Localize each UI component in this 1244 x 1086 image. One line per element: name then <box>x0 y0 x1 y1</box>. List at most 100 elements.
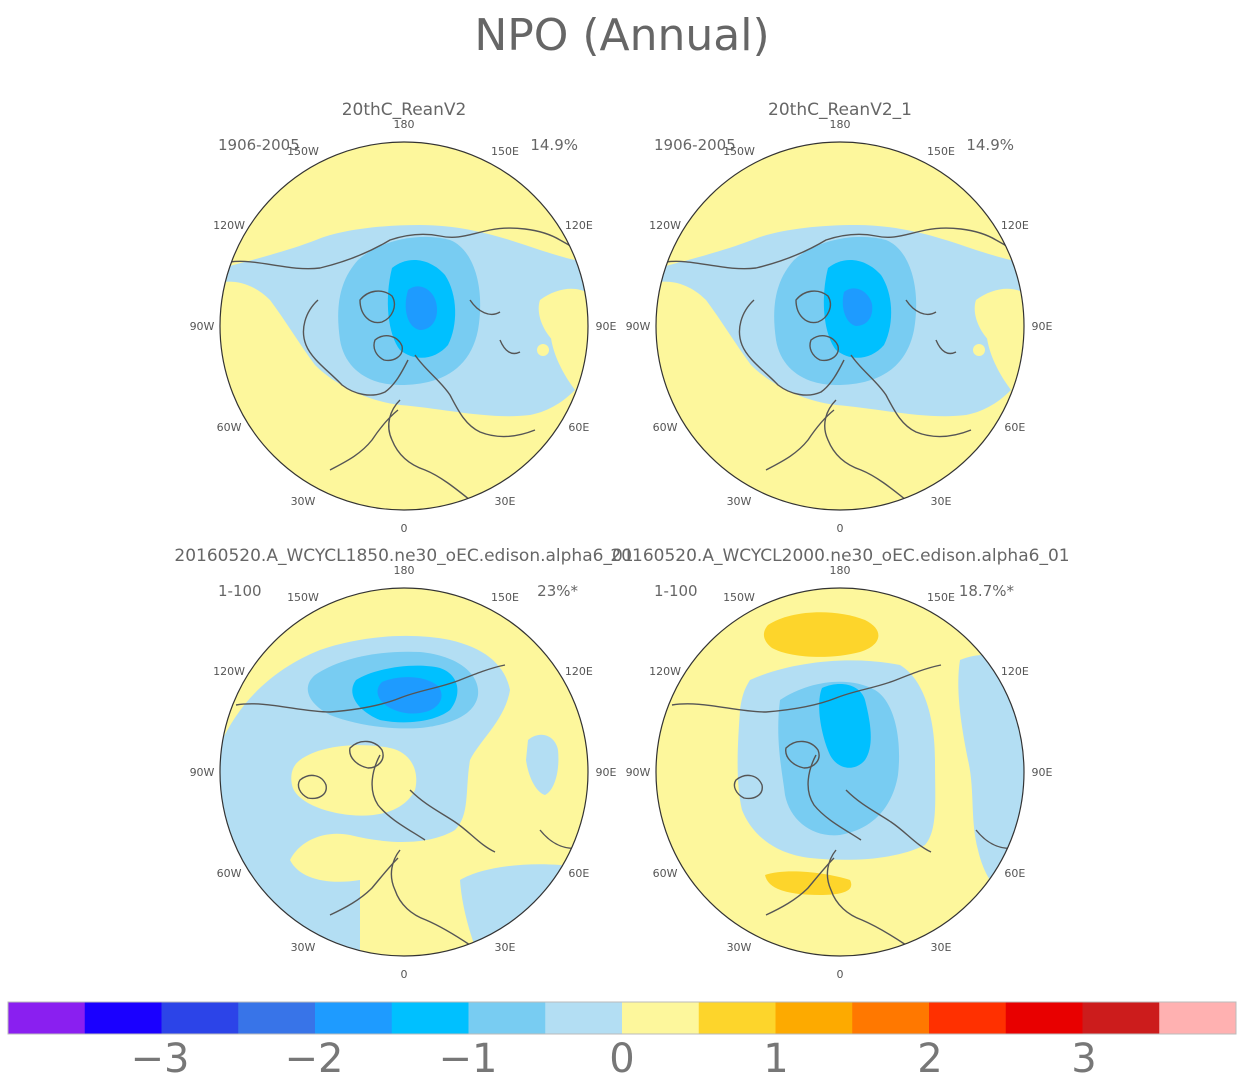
map-boundary <box>655 587 1025 957</box>
colorbar-swatch <box>1159 1002 1237 1034</box>
colorbar-border <box>7 1001 1237 1035</box>
longitude-label: 30W <box>727 495 752 508</box>
longitude-label: 60W <box>217 421 242 434</box>
longitude-label: 60E <box>568 421 589 434</box>
longitude-label: 120E <box>1001 219 1029 232</box>
panel-period: 1906-2005 <box>218 136 300 154</box>
longitude-label: 180 <box>830 118 851 131</box>
panel-variance: 14.9% <box>530 136 578 154</box>
longitude-label: 30W <box>727 941 752 954</box>
colorbar-swatch <box>852 1002 930 1034</box>
colorbar-swatch <box>238 1002 316 1034</box>
map-boundary <box>219 587 589 957</box>
coastlines <box>235 664 581 946</box>
longitude-label: 90W <box>190 320 215 333</box>
colorbar-swatch <box>391 1002 469 1034</box>
map-panel-4: 20160520.A_WCYCL2000.ne30_oEC.edison.alp… <box>610 546 1069 981</box>
longitude-label: 150E <box>491 591 519 604</box>
colorbar-swatch <box>8 1002 86 1034</box>
panel-title: 20thC_ReanV2 <box>342 100 467 120</box>
longitude-label: 30W <box>291 941 316 954</box>
colorbar-swatch <box>545 1002 623 1034</box>
longitude-label: 0 <box>401 522 408 535</box>
longitude-label: 60W <box>217 867 242 880</box>
contour-pos-1 <box>765 871 852 895</box>
longitude-label: 120E <box>565 219 593 232</box>
longitude-label: 150W <box>723 145 755 158</box>
longitude-label: 90W <box>626 320 651 333</box>
longitude-label: 120W <box>213 665 245 678</box>
contour-neg-3 <box>819 684 871 768</box>
coastlines <box>665 227 1024 501</box>
colorbar-tick-labels: −3 −2 −1 0 1 2 3 <box>131 1036 1097 1082</box>
contour-neg-3 <box>405 286 438 330</box>
longitude-label: 120E <box>1001 665 1029 678</box>
colorbar-swatch <box>775 1002 853 1034</box>
contour-pos-1 <box>973 344 985 356</box>
colorbar-swatch <box>929 1002 1007 1034</box>
panel-variance: 14.9% <box>966 136 1014 154</box>
longitude-label: 150W <box>287 591 319 604</box>
colorbar-tick-label: 1 <box>763 1036 788 1082</box>
longitude-label: 30E <box>931 495 952 508</box>
panel-variance: 18.7%* <box>959 582 1015 600</box>
panel-period: 1906-2005 <box>654 136 736 154</box>
colorbar-tick-label: 3 <box>1071 1036 1096 1082</box>
contour-pos-0 <box>974 288 1024 349</box>
colorbar-swatch <box>698 1002 776 1034</box>
longitude-label: 150W <box>723 591 755 604</box>
colorbar-swatch <box>1005 1002 1083 1034</box>
longitude-label: 120W <box>213 219 245 232</box>
longitude-label: 60E <box>568 867 589 880</box>
longitude-label: 90E <box>596 766 617 779</box>
panel-period: 1-100 <box>218 582 262 600</box>
colorbar-swatch <box>84 1002 162 1034</box>
longitude-label: 0 <box>401 968 408 981</box>
panel-period: 1-100 <box>654 582 698 600</box>
longitude-label: 90E <box>1032 320 1053 333</box>
longitude-label: 30E <box>495 495 516 508</box>
panel-title: 20thC_ReanV2_1 <box>768 100 912 120</box>
longitude-label: 120W <box>649 665 681 678</box>
longitude-label: 120W <box>649 219 681 232</box>
longitude-label: 120E <box>565 665 593 678</box>
colorbar-tick-label: 2 <box>917 1036 942 1082</box>
longitude-label: 180 <box>394 118 415 131</box>
panel-variance: 23%* <box>537 582 578 600</box>
longitude-label: 90W <box>626 766 651 779</box>
longitude-label: 150W <box>287 145 319 158</box>
longitude-label: 30W <box>291 495 316 508</box>
figure-title: NPO (Annual) <box>474 10 769 61</box>
colorbar-tick-label: 0 <box>609 1036 634 1082</box>
map-boundary <box>219 141 589 511</box>
contour-pos-1 <box>537 344 549 356</box>
contour-neg-4 <box>526 734 559 795</box>
longitude-label: 180 <box>394 564 415 577</box>
colorbar <box>7 1001 1237 1035</box>
longitude-label: 60W <box>653 867 678 880</box>
longitude-label: 30E <box>931 941 952 954</box>
contour-neg-3 <box>842 288 873 326</box>
longitude-label: 150E <box>927 145 955 158</box>
colorbar-swatch <box>622 1002 700 1034</box>
colorbar-tick-label: −2 <box>285 1036 344 1082</box>
longitude-label: 30E <box>495 941 516 954</box>
contour-neg-1 <box>958 654 1024 900</box>
map-boundary <box>655 141 1025 511</box>
longitude-label: 60W <box>653 421 678 434</box>
colorbar-swatch <box>1082 1002 1160 1034</box>
longitude-label: 0 <box>837 968 844 981</box>
panel-title: 20160520.A_WCYCL1850.ne30_oEC.edison.alp… <box>174 546 633 566</box>
longitude-label: 150E <box>927 591 955 604</box>
colorbar-swatch <box>315 1002 393 1034</box>
contour-pos-0 <box>763 612 879 657</box>
map-panel-1: 20thC_ReanV2 1906-2005 14.9% <box>190 100 617 535</box>
colorbar-tick-label: −3 <box>131 1036 190 1082</box>
longitude-label: 60E <box>1004 867 1025 880</box>
coastlines <box>229 227 588 501</box>
contour-pos-0 <box>538 288 588 349</box>
longitude-label: 90E <box>1032 766 1053 779</box>
colorbar-swatch <box>161 1002 239 1034</box>
